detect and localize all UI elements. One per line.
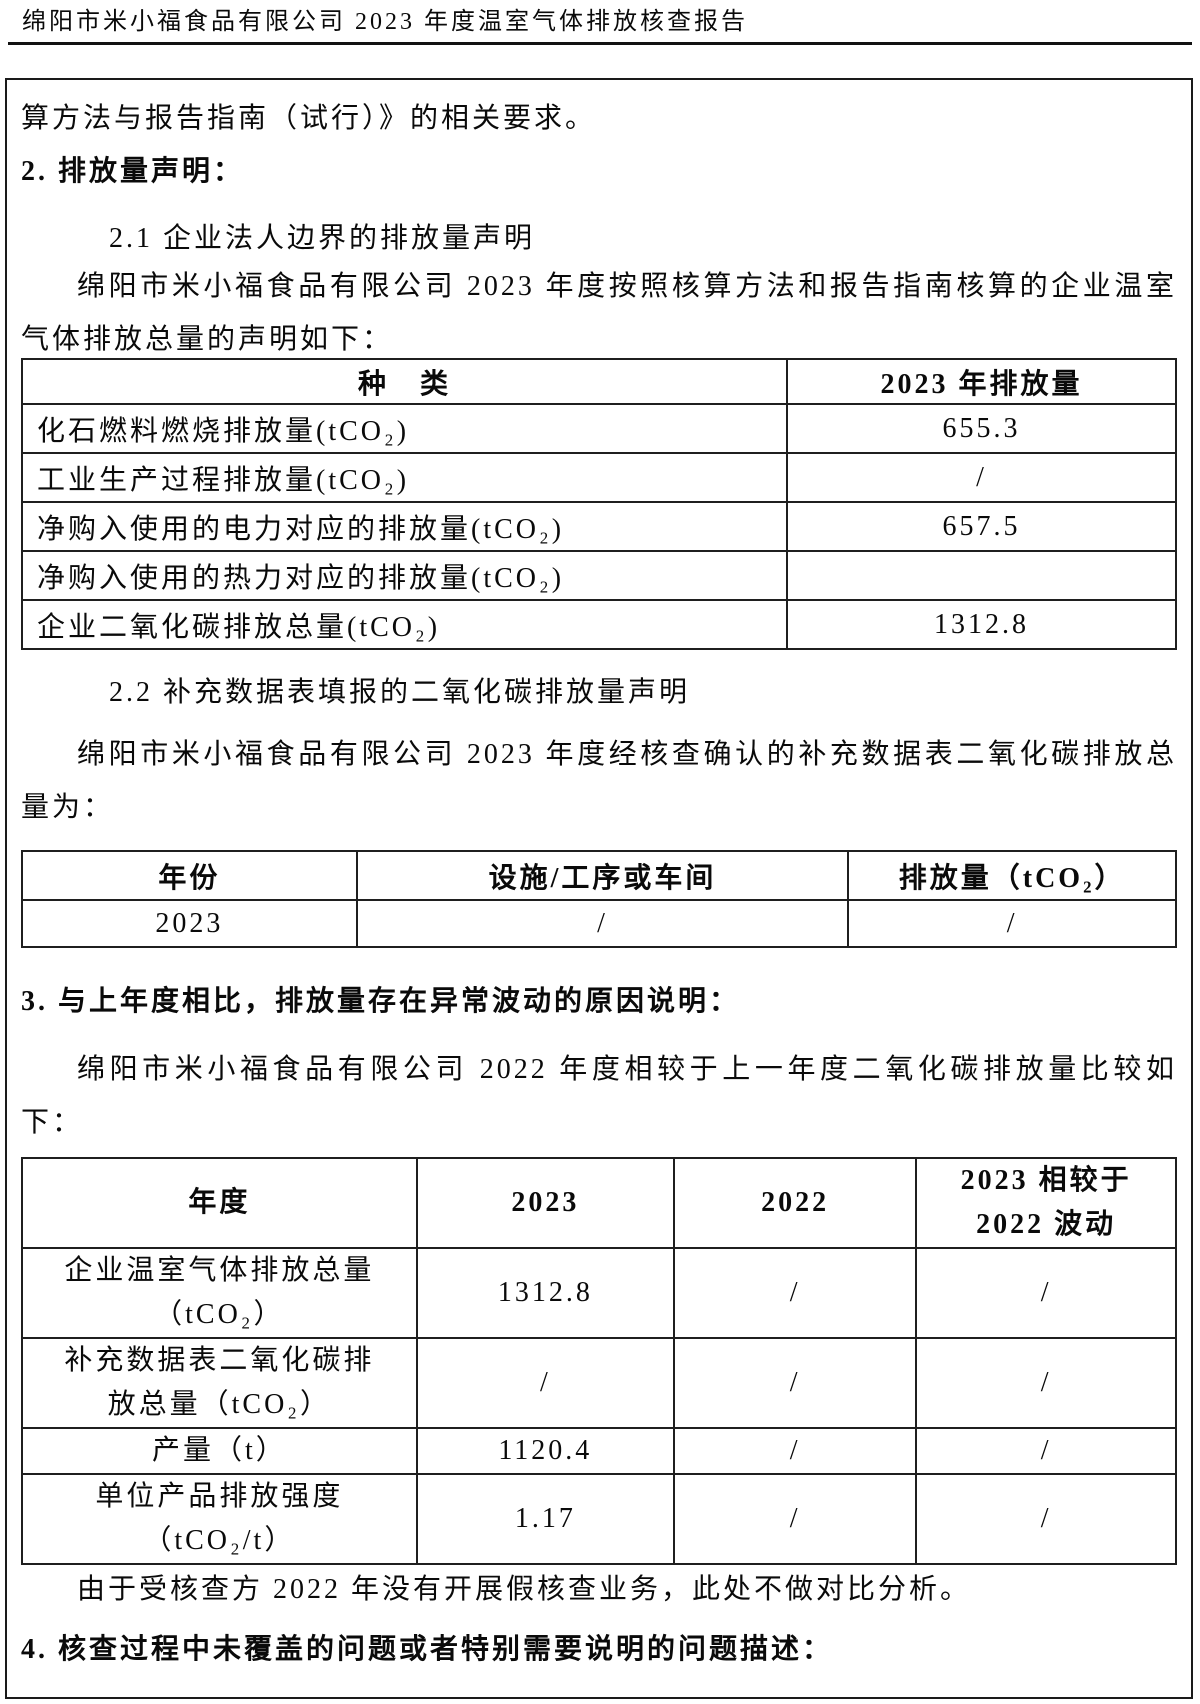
row-value: / <box>915 1337 1177 1429</box>
yearly-comparison-table: 年度 2023 2022 2023 相较于 2022 波动 企业温室气体排放总量… <box>21 1157 1177 1565</box>
table-row: 单位产品排放强度 （tCO₂/t） 1.17 / / <box>21 1473 1177 1565</box>
comparison-note: 由于受核查方 2022 年没有开展假核查业务，此处不做对比分析。 <box>77 1574 972 1605</box>
section-3-heading: 3. 与上年度相比，排放量存在异常波动的原因说明： <box>21 986 741 1017</box>
row-value: / <box>915 1427 1177 1475</box>
row-label: 企业温室气体排放总量 （tCO₂） <box>21 1247 418 1339</box>
table-row: 补充数据表二氧化碳排 放总量（tCO₂） / / / <box>21 1337 1177 1429</box>
column-header-2023-emissions: 2023 年排放量 <box>786 358 1177 405</box>
page-title: 绵阳市米小福食品有限公司 2023 年度温室气体排放核查报告 <box>22 9 748 35</box>
row-value: 2023 <box>21 899 358 948</box>
row-label: 净购入使用的电力对应的排放量(tCO₂) <box>20 501 789 552</box>
row-value: / <box>786 452 1177 503</box>
row-value: 1312.8 <box>415 1247 676 1339</box>
row-value: / <box>915 1473 1177 1565</box>
table-row: 净购入使用的热力对应的排放量(tCO₂) <box>20 550 1177 601</box>
row-label: 补充数据表二氧化碳排 放总量（tCO₂） <box>21 1337 418 1429</box>
row-value: / <box>672 1473 918 1565</box>
column-header-metric: 年度 <box>21 1157 418 1249</box>
section-3-paragraph: 绵阳市米小福食品有限公司 2022 年度相较于上一年度二氧化碳排放量比较如下： <box>21 1054 1177 1138</box>
section-4-heading: 4. 核查过程中未覆盖的问题或者特别需要说明的问题描述： <box>21 1634 834 1665</box>
row-value: 655.3 <box>786 403 1177 454</box>
row-label: 化石燃料燃烧排放量(tCO₂) <box>20 403 789 454</box>
column-header-emissions: 排放量（tCO₂） <box>847 850 1177 901</box>
row-value <box>786 550 1177 601</box>
table-row: 2023 / / <box>21 899 1177 948</box>
row-value: 657.5 <box>786 501 1177 552</box>
legal-boundary-emissions-table: 种 类 2023 年排放量 化石燃料燃烧排放量(tCO₂) 655.3 工业生产… <box>20 358 1177 650</box>
row-label: 工业生产过程排放量(tCO₂) <box>20 452 789 503</box>
row-value: / <box>672 1337 918 1429</box>
row-label: 单位产品排放强度 （tCO₂/t） <box>21 1473 418 1565</box>
table-row: 工业生产过程排放量(tCO₂) / <box>20 452 1177 503</box>
row-value: 1312.8 <box>786 599 1177 650</box>
table-header-row: 种 类 2023 年排放量 <box>20 358 1177 405</box>
table-row: 企业温室气体排放总量 （tCO₂） 1312.8 / / <box>21 1247 1177 1339</box>
row-value: / <box>672 1427 918 1475</box>
row-label: 产量（t） <box>21 1427 418 1475</box>
section-2-1-paragraph: 绵阳市米小福食品有限公司 2023 年度按照核算方法和报告指南核算的企业温室气体… <box>21 271 1177 355</box>
table-row: 化石燃料燃烧排放量(tCO₂) 655.3 <box>20 403 1177 454</box>
section-2-heading: 2. 排放量声明： <box>21 156 245 187</box>
column-header-2022: 2022 <box>672 1157 918 1249</box>
column-header-facility: 设施/工序或车间 <box>355 850 850 901</box>
row-value: 1120.4 <box>415 1427 676 1475</box>
row-value: / <box>847 899 1177 948</box>
section-2-1-heading: 2.1 企业法人边界的排放量声明 <box>109 223 536 254</box>
row-value: / <box>915 1247 1177 1339</box>
table-row: 企业二氧化碳排放总量(tCO₂) 1312.8 <box>20 599 1177 650</box>
row-value: 1.17 <box>415 1473 676 1565</box>
page-content-border: 算方法与报告指南（试行）》的相关要求。 2. 排放量声明： 2.1 企业法人边界… <box>5 78 1193 1699</box>
row-label: 净购入使用的热力对应的排放量(tCO₂) <box>20 550 789 601</box>
header-rule <box>8 42 1192 45</box>
section-2-2-paragraph: 绵阳市米小福食品有限公司 2023 年度经核查确认的补充数据表二氧化碳排放总量为… <box>21 739 1177 823</box>
section-2-2-heading: 2.2 补充数据表填报的二氧化碳排放量声明 <box>109 677 691 708</box>
table-row: 净购入使用的电力对应的排放量(tCO₂) 657.5 <box>20 501 1177 552</box>
table-header-row: 年份 设施/工序或车间 排放量（tCO₂） <box>21 850 1177 901</box>
column-header-category: 种 类 <box>20 358 789 405</box>
column-header-variation: 2023 相较于 2022 波动 <box>915 1157 1177 1249</box>
column-header-year: 年份 <box>21 850 358 901</box>
row-value: / <box>672 1247 918 1339</box>
row-value: / <box>355 899 850 948</box>
row-label: 企业二氧化碳排放总量(tCO₂) <box>20 599 789 650</box>
table-header-row: 年度 2023 2022 2023 相较于 2022 波动 <box>21 1157 1177 1249</box>
table-row: 产量（t） 1120.4 / / <box>21 1427 1177 1475</box>
intro-paragraph: 算方法与报告指南（试行）》的相关要求。 <box>21 103 597 134</box>
column-header-2023: 2023 <box>415 1157 676 1249</box>
supplementary-data-table: 年份 设施/工序或车间 排放量（tCO₂） 2023 / / <box>21 850 1177 948</box>
row-value: / <box>415 1337 676 1429</box>
